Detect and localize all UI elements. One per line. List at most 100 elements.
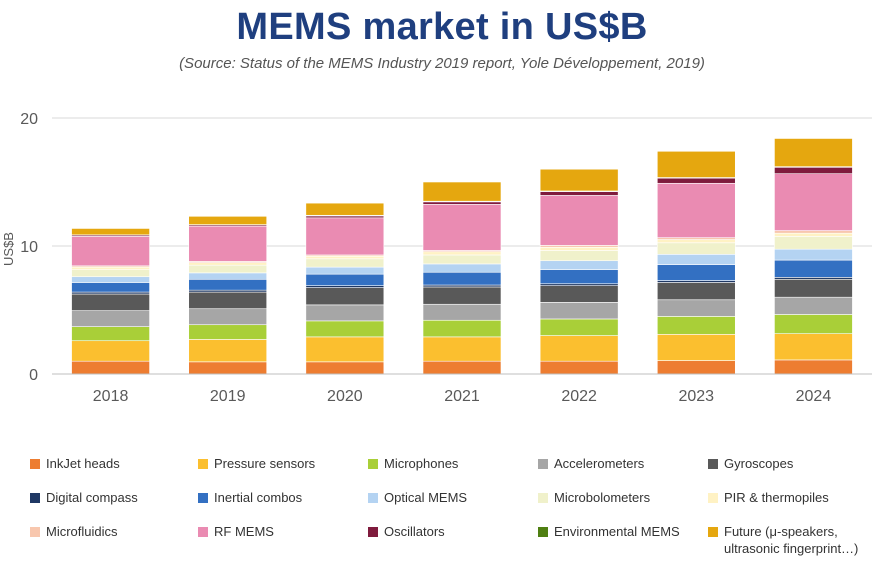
legend-label: Optical MEMS bbox=[384, 490, 468, 505]
bar-segment bbox=[422, 201, 502, 205]
legend-swatch bbox=[198, 527, 208, 537]
bars bbox=[71, 138, 853, 375]
bar-segment bbox=[774, 230, 853, 234]
bar-segment bbox=[539, 260, 619, 270]
bar-segment bbox=[305, 255, 385, 260]
x-tick-label: 2019 bbox=[210, 388, 246, 405]
bar-segment bbox=[422, 204, 502, 251]
legend-label: Microfluidics bbox=[46, 524, 118, 539]
legend-item: RF MEMS bbox=[198, 523, 274, 541]
bar-segment bbox=[305, 266, 385, 275]
legend-label: PIR & thermopiles bbox=[724, 490, 829, 505]
y-tick-label: 10 bbox=[20, 239, 38, 256]
bar-segment bbox=[656, 254, 736, 265]
bar-segment bbox=[422, 251, 502, 256]
legend-swatch bbox=[198, 493, 208, 503]
bar-segment bbox=[774, 314, 853, 334]
bar-segment bbox=[422, 271, 502, 286]
bar-segment bbox=[305, 336, 385, 363]
legend-item: Gyroscopes bbox=[708, 455, 793, 473]
bar-segment bbox=[656, 150, 736, 178]
bar-segment bbox=[539, 250, 619, 262]
bar-segment bbox=[188, 272, 268, 280]
bar-segment bbox=[539, 269, 619, 285]
axes: 0 10 20 US$B 2018 2019 2020 2021 2022 2023 2024 bbox=[1, 111, 872, 405]
bar-segment bbox=[71, 340, 150, 362]
bar-segment bbox=[305, 258, 385, 268]
bar-segment bbox=[188, 291, 268, 310]
bar-segment bbox=[422, 319, 502, 338]
legend-item: Microfluidics bbox=[30, 523, 118, 541]
bar-segment bbox=[71, 276, 150, 283]
y-axis-label: US$B bbox=[1, 232, 16, 266]
bar-segment bbox=[656, 334, 736, 361]
bar-segment bbox=[656, 316, 736, 335]
legend-label: Inertial combos bbox=[214, 490, 303, 505]
bar-segment bbox=[539, 335, 619, 362]
bar-segment bbox=[422, 336, 502, 362]
bar-segment bbox=[188, 278, 268, 291]
bar-segment bbox=[774, 259, 853, 278]
legend-item: Optical MEMS bbox=[368, 489, 467, 507]
bar-segment bbox=[188, 264, 268, 274]
bar-segment bbox=[539, 302, 619, 320]
legend-item: Environmental MEMS bbox=[538, 523, 680, 541]
bar-segment bbox=[71, 228, 150, 236]
bar-segment bbox=[774, 236, 853, 250]
bar-segment bbox=[188, 308, 268, 326]
bar-segment bbox=[774, 166, 853, 174]
bar-segment bbox=[774, 359, 853, 375]
legend-swatch bbox=[368, 527, 378, 537]
legend-label: RF MEMS bbox=[214, 524, 274, 539]
legend-swatch bbox=[368, 493, 378, 503]
bar-segment bbox=[539, 285, 619, 303]
bar-segment bbox=[305, 361, 385, 375]
legend-item: Microphones bbox=[368, 455, 458, 473]
bar-segment bbox=[422, 303, 502, 321]
bar-segment bbox=[774, 232, 853, 237]
bar-segment bbox=[774, 138, 853, 167]
bar-segment bbox=[656, 299, 736, 317]
x-tick-label: 2023 bbox=[678, 388, 714, 405]
bar-segment bbox=[656, 282, 736, 301]
legend-label: Microbolometers bbox=[554, 490, 651, 505]
legend-label: InkJet heads bbox=[46, 456, 120, 471]
bar-segment bbox=[71, 293, 150, 311]
legend-swatch bbox=[368, 459, 378, 469]
legend-swatch bbox=[538, 459, 548, 469]
bar-segment bbox=[656, 264, 736, 281]
legend-item: Future (μ-speakers, ultrasonic fingerpri… bbox=[708, 523, 858, 556]
legend-swatch bbox=[708, 527, 718, 537]
bar-segment bbox=[71, 282, 150, 293]
bar-segment bbox=[188, 225, 268, 262]
y-tick-label: 0 bbox=[29, 367, 38, 384]
legend-swatch bbox=[30, 493, 40, 503]
bar-segment bbox=[422, 286, 502, 305]
bar-segment bbox=[656, 239, 736, 244]
bar-segment bbox=[305, 304, 385, 322]
bar-segment bbox=[188, 216, 268, 225]
legend-item: PIR & thermopiles bbox=[708, 489, 829, 507]
bar-segment bbox=[305, 287, 385, 306]
legend-label: Pressure sensors bbox=[214, 456, 316, 471]
bar-segment bbox=[774, 296, 853, 315]
bar-segment bbox=[71, 310, 150, 327]
bar-segment bbox=[188, 339, 268, 363]
bar-segment bbox=[539, 195, 619, 246]
legend-item: Microbolometers bbox=[538, 489, 650, 507]
legend-label: Environmental MEMS bbox=[554, 524, 680, 539]
bar-segment bbox=[774, 333, 853, 361]
legend-label: Future (μ-speakers, ultrasonic fingerpri… bbox=[724, 524, 859, 556]
y-tick-label: 20 bbox=[20, 111, 38, 128]
legend-item: Pressure sensors bbox=[198, 455, 315, 473]
bar-segment bbox=[305, 202, 385, 216]
bar-segment bbox=[656, 182, 736, 238]
bar-segment bbox=[656, 360, 736, 375]
bar-segment bbox=[774, 248, 853, 261]
bar-segment bbox=[71, 326, 150, 342]
bar-segment bbox=[774, 173, 853, 231]
bar-segment bbox=[539, 360, 619, 375]
legend-item: InkJet heads bbox=[30, 455, 120, 473]
bar-segment bbox=[539, 246, 619, 251]
legend-swatch bbox=[708, 493, 718, 503]
